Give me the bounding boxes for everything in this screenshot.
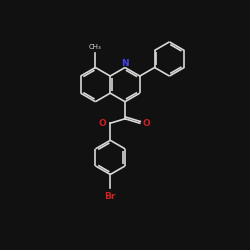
Text: Br: Br [104,192,116,201]
Text: O: O [143,119,150,128]
Text: CH₃: CH₃ [89,44,102,50]
Text: O: O [99,119,106,128]
Text: N: N [121,59,129,68]
